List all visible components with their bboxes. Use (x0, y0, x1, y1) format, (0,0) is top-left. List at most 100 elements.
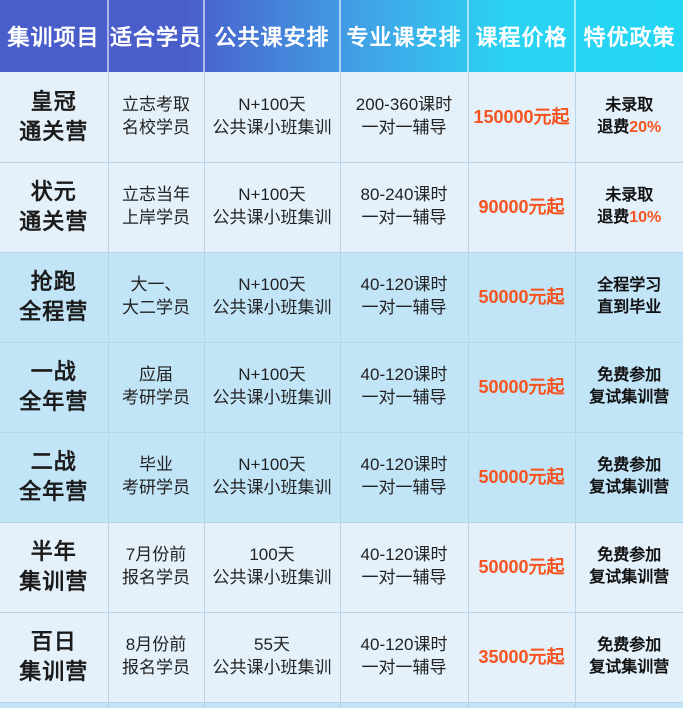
cell-price: 90000元起 (468, 162, 576, 253)
cell-policy-line: 退费10% (579, 207, 681, 229)
cell-student: 毕业 考研学员 (108, 432, 205, 523)
cell-student-line: 大二学员 (122, 298, 190, 317)
cell-policy-line: 免费参加 (597, 637, 662, 655)
cell-student-line: 毕业 (139, 455, 173, 475)
cell-program-line: 半年 (30, 539, 77, 565)
policy-text: 退费 (597, 209, 630, 226)
cell-major-course-line: 一对一辅导 (361, 658, 447, 677)
cell-major-course-line: 一对一辅导 (361, 208, 447, 227)
cell-student-line: 7月份前 (125, 545, 187, 565)
cell-policy: 免费参加 复试集训营 (575, 432, 683, 523)
table-row-partial[interactable] (0, 702, 683, 708)
col-header-policy: 特优政策 (583, 25, 676, 50)
cell-public-course: N+100天公共课小班集训 (204, 252, 341, 343)
cell-policy-line: 免费参加 (597, 367, 662, 385)
cell-student-line: 名校学员 (122, 117, 190, 137)
cell-program-line: 全年营 (19, 479, 89, 504)
table-row[interactable]: 一战 全年营 应届 考研学员 N+100天 公共课小班集训 40-120课时 一对一辅导 500… (0, 342, 683, 433)
cell-policy-line: 复试集训营 (579, 657, 681, 679)
table-row[interactable]: 皇冠 通关营 立志考取 名校学员 N+100天 公共课小班集训 200-360课时 一对一辅导… (0, 72, 683, 163)
cell-program: 状元 通关营 (0, 162, 109, 253)
policy-text: 复试集训营 (589, 389, 670, 406)
cell-policy: 全程学习 直到毕业 (575, 252, 683, 343)
cell-student-line: 考研学员 (122, 478, 190, 497)
cell-policy: 免费参加 复试集训营 (575, 612, 683, 703)
cell-public-course-line: 公共课小班集训 (212, 298, 332, 317)
cell-student: 大一、 大二学员 (108, 252, 205, 343)
cell-public-course-line: 公共课小班集训 (212, 568, 332, 587)
cell-major-course: 40-120课时 一对一辅导 (340, 342, 469, 433)
cell-price: 50000元起 (468, 342, 576, 433)
cell-program-line: 全程营 (19, 299, 89, 324)
cell-major-course-line: 80-240课时 (360, 185, 448, 205)
cell-major-course: 200-360课时 一对一辅导 (340, 72, 469, 163)
cell-major-course-line: 40-120课时 (360, 365, 448, 385)
cell-program: 皇冠 通关营 (0, 72, 109, 163)
cell-price-line: 35000元起 (478, 646, 565, 667)
cell-price: 50000元起 (468, 432, 576, 523)
cell-public-course: 100天 公共课小班集训 (204, 522, 341, 613)
cell-student: 应届 考研学员 (108, 342, 205, 433)
cell-student-line: 8月份前 (125, 635, 187, 655)
cell-student-line: 报名学员 (122, 568, 190, 587)
col-header-price: 课程价格 (468, 0, 576, 72)
cell-program-line: 通关营 (19, 209, 89, 234)
cell-program-line: 通关营 (19, 118, 89, 144)
table-row[interactable]: 百日 集训营 8月份前 报名学员 55天 公共课小班集训 40-120课时 一对一辅导 3500… (0, 612, 683, 703)
cell-program-line: 二战 (30, 449, 77, 475)
cell-price-line: 50000元起 (478, 556, 565, 577)
cell-policy: 未录取退费10% (575, 162, 683, 253)
cell-public-course: 55天 公共课小班集训 (204, 612, 341, 703)
policy-highlight: 10% (629, 209, 662, 226)
cell-policy-line: 未录取 (605, 187, 654, 205)
table-body: 皇冠 通关营 立志考取 名校学员 N+100天 公共课小班集训 200-360课时 一对一辅导… (0, 72, 683, 708)
cell-student: 立志考取 名校学员 (108, 72, 205, 163)
cell-major-course: 40-120课时 一对一辅导 (340, 612, 469, 703)
cell-price-line: 50000元起 (478, 286, 565, 307)
policy-highlight: 20% (629, 118, 662, 136)
cell-major-course-line: 40-120课时 (360, 635, 448, 655)
cell-policy-line: 复试集训营 (579, 567, 681, 589)
cell-major-course-line: 40-120课时 (360, 545, 448, 565)
cell-public-course-line: N+100天 (238, 185, 306, 205)
policy-text: 复试集训营 (589, 569, 670, 586)
cell-program: 半年 集训营 (0, 522, 109, 613)
cell-student-line: 报名学员 (122, 658, 190, 677)
cell-public-course-line: 公共课小班集训 (212, 117, 332, 137)
cell-partial (340, 702, 469, 708)
cell-public-course-line: 公共课小班集训 (212, 208, 332, 227)
table-row[interactable]: 半年 集训营 7月份前 报名学员 100天 公共课小班集训 40-120课时 一对一辅导 500… (0, 522, 683, 613)
cell-student: 8月份前报名学员 (108, 612, 205, 703)
cell-major-course-line: 一对一辅导 (361, 117, 447, 137)
cell-program-line: 百日 (30, 629, 77, 655)
cell-student-line: 大一、 (130, 275, 182, 295)
table-row[interactable]: 状元 通关营 立志当年 上岸学员 N+100天 公共课小班集训 80-240课时 一对一辅导 9… (0, 162, 683, 253)
cell-program-line: 集训营 (19, 659, 89, 684)
col-header-major-course: 专业课安排 (340, 0, 469, 72)
cell-policy-line: 复试集训营 (579, 387, 681, 409)
col-header-public-course: 公共课安排 (204, 0, 341, 72)
cell-major-course: 80-240课时 一对一辅导 (340, 162, 469, 253)
cell-major-course-line: 一对一辅导 (361, 478, 447, 497)
cell-policy-line: 免费参加 (597, 547, 662, 565)
cell-public-course-line: 公共课小班集训 (212, 478, 332, 497)
cell-major-course-line: 200-360课时 (355, 94, 453, 114)
header-row: 集训项目 适合学员 公共课安排 专业课安排 课程价格 特优政策 (0, 0, 683, 72)
cell-price: 35000元起 (468, 612, 576, 703)
cell-public-course-line: N+100天 (238, 455, 306, 475)
cell-policy: 未录取 退费20% (575, 72, 683, 163)
cell-policy: 免费参加 复试集训营 (575, 342, 683, 433)
table-row[interactable]: 二战 全年营 毕业 考研学员 N+100天 公共课小班集训 40-120课时 一对一辅导 500… (0, 432, 683, 523)
cell-partial (204, 702, 341, 708)
cell-public-course: N+100天 公共课小班集训 (204, 342, 341, 433)
cell-price-line: 150000元起 (473, 106, 570, 127)
policy-text: 复试集训营 (589, 659, 670, 676)
table-row[interactable]: 抢跑 全程营 大一、 大二学员 N+100天 公共课小班集训 40-120课时 一对一辅导 50… (0, 252, 683, 343)
cell-program-line: 一战 (30, 359, 77, 385)
cell-partial (575, 702, 683, 708)
cell-major-course-line: 一对一辅导 (361, 388, 447, 407)
cell-policy-line: 直到毕业 (579, 297, 681, 319)
cell-policy-line: 未录取 (605, 97, 654, 115)
cell-policy-line: 全程学习 (597, 277, 662, 295)
cell-public-course-line: N+100天 (238, 275, 306, 295)
